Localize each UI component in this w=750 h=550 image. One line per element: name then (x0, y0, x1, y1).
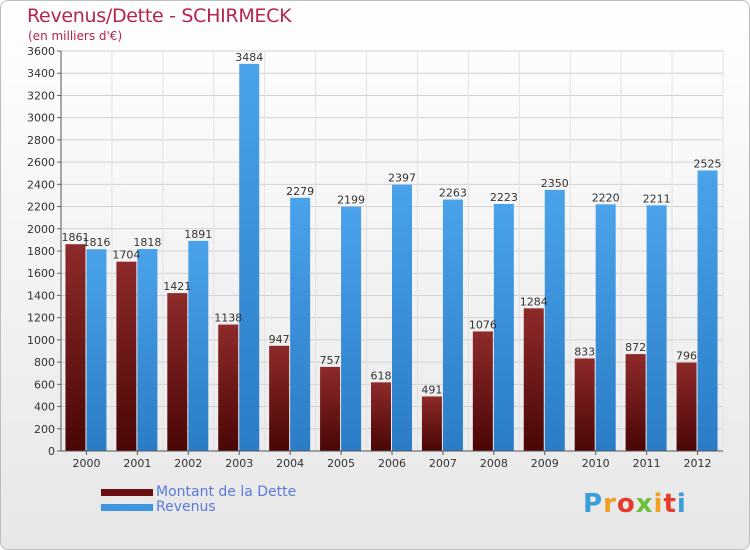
revenue-value-label: 2525 (694, 157, 722, 170)
y-tick-label: 400 (34, 401, 55, 414)
x-tick-label: 2008 (480, 457, 508, 470)
revenue-value-label: 2199 (337, 194, 365, 207)
debt-value-label: 1861 (61, 231, 89, 244)
y-tick-label: 1600 (27, 267, 55, 280)
legend-label-revenus: Revenus (156, 499, 216, 515)
revenue-value-label: 1816 (82, 236, 110, 249)
revenue-value-label: 2263 (439, 187, 467, 200)
x-tick-label: 2002 (174, 457, 202, 470)
revenue-bar (188, 240, 209, 451)
y-tick-label: 3600 (27, 45, 55, 58)
debt-value-label: 947 (269, 333, 290, 346)
debt-value-label: 796 (676, 350, 697, 363)
y-tick-label: 3000 (27, 112, 55, 125)
revenue-bar (341, 206, 362, 451)
revenue-value-label: 2220 (592, 191, 620, 204)
revenue-value-label: 2397 (388, 172, 416, 185)
legend-label-dette: Montant de la Dette (156, 484, 297, 500)
chart-title: Revenus/Dette - SCHIRMECK (27, 5, 292, 27)
y-tick-label: 2000 (27, 223, 55, 236)
debt-bar (574, 358, 595, 451)
y-tick-label: 2200 (27, 201, 55, 214)
debt-bar (269, 345, 290, 451)
debt-value-label: 618 (371, 369, 392, 382)
debt-bar (625, 354, 646, 451)
debt-value-label: 872 (625, 341, 646, 354)
x-tick-label: 2010 (582, 457, 610, 470)
revenue-value-label: 2350 (541, 177, 569, 190)
y-tick-label: 1000 (27, 334, 55, 347)
revenue-bar (86, 249, 107, 451)
debt-bar (371, 382, 391, 451)
debt-value-label: 833 (574, 345, 595, 358)
debt-bar (523, 308, 544, 451)
debt-value-label: 1138 (214, 312, 242, 325)
debt-value-label: 1076 (469, 318, 497, 331)
revenue-bar (392, 184, 412, 451)
y-tick-label: 3400 (27, 67, 55, 80)
debt-value-label: 1704 (112, 249, 140, 262)
x-tick-label: 2004 (276, 457, 304, 470)
revenue-value-label: 3484 (235, 51, 263, 64)
revenue-bar (544, 189, 565, 451)
debt-bar (421, 396, 442, 451)
x-tick-label: 2009 (531, 457, 559, 470)
y-tick-label: 200 (34, 423, 55, 436)
revenue-bar (493, 204, 514, 451)
revenue-bar (137, 249, 158, 451)
revenue-value-label: 2211 (643, 192, 671, 205)
debt-bar (472, 331, 493, 451)
revenue-value-label: 1818 (133, 236, 161, 249)
revenue-value-label: 1891 (184, 228, 212, 241)
legend-swatch-dette (101, 489, 153, 496)
debt-bar (320, 366, 341, 451)
x-tick-label: 2005 (327, 457, 355, 470)
x-tick-label: 2012 (684, 457, 712, 470)
y-tick-label: 600 (34, 378, 55, 391)
x-tick-label: 2006 (378, 457, 406, 470)
debt-value-label: 1284 (520, 295, 548, 308)
x-tick-label: 2001 (123, 457, 151, 470)
revenue-bar (595, 204, 616, 451)
y-tick-label: 1400 (27, 289, 55, 302)
revenue-bar (290, 197, 311, 451)
revenue-value-label: 2223 (490, 191, 518, 204)
revenue-bar (239, 63, 260, 452)
x-tick-label: 2000 (72, 457, 100, 470)
debt-bar (116, 261, 137, 451)
debt-value-label: 491 (421, 383, 442, 396)
x-tick-label: 2003 (225, 457, 253, 470)
x-tick-label: 2007 (429, 457, 457, 470)
revenue-bar (646, 205, 667, 451)
y-tick-label: 1800 (27, 245, 55, 258)
debt-bar (65, 244, 86, 451)
y-tick-label: 2600 (27, 156, 55, 169)
revenue-bar (442, 199, 463, 451)
revenue-bar (697, 170, 718, 451)
revenue-value-label: 2279 (286, 185, 314, 198)
y-tick-label: 2800 (27, 134, 55, 147)
proxiti-logo: Proxiti (583, 489, 687, 519)
y-tick-label: 3200 (27, 89, 55, 102)
chart-subtitle: (en milliers d'€) (28, 29, 123, 43)
debt-bar (218, 324, 239, 451)
legend-swatch-revenus (101, 504, 153, 511)
debt-bar (167, 293, 188, 451)
y-tick-label: 2400 (27, 178, 55, 191)
y-tick-label: 0 (48, 445, 55, 458)
debt-value-label: 1421 (163, 280, 191, 293)
debt-bar (676, 362, 697, 451)
y-tick-label: 800 (34, 356, 55, 369)
debt-value-label: 757 (320, 354, 341, 367)
x-tick-label: 2011 (633, 457, 661, 470)
y-tick-label: 1200 (27, 312, 55, 325)
